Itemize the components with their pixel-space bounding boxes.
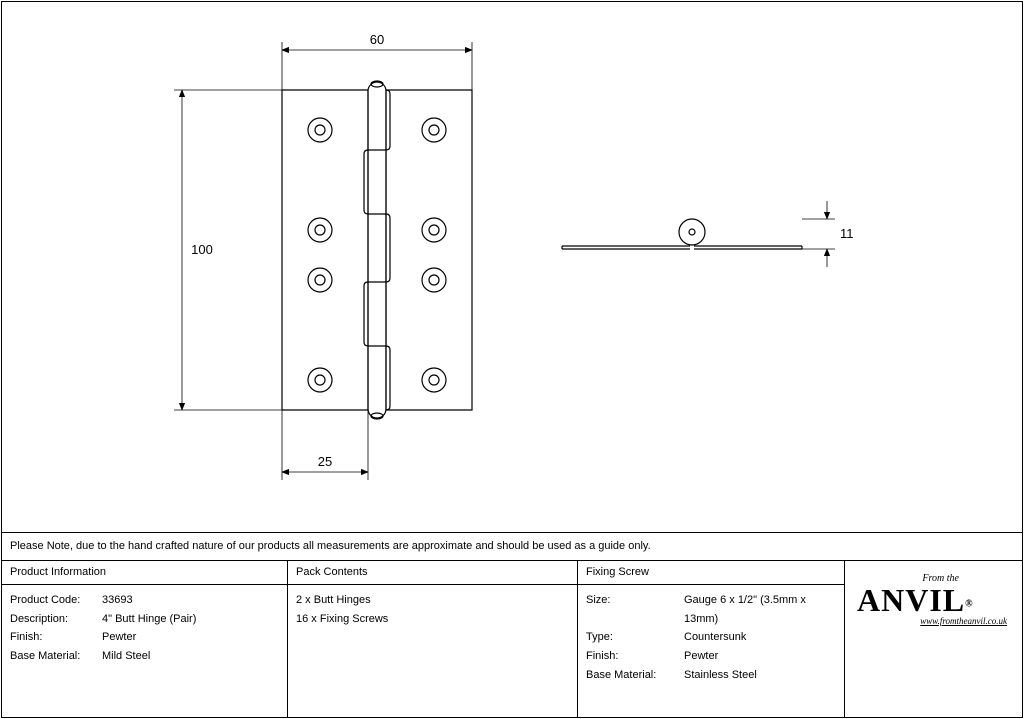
fs-value-1: Countersunk [684,628,746,647]
col-pack-contents: Pack Contents 2 x Butt Hinges 16 x Fixin… [288,561,578,718]
technical-drawing: 60 100 25 11 [2,2,1022,532]
col-product-info: Product Information Product Code:33693 D… [2,561,288,718]
pi-label-0: Product Code: [10,591,102,610]
pc-line-0: 2 x Butt Hinges [296,591,569,610]
pi-value-2: Pewter [102,628,136,647]
pi-label-3: Base Material: [10,647,102,666]
pack-contents-header: Pack Contents [288,561,577,585]
pc-line-1: 16 x Fixing Screws [296,610,569,629]
pi-value-1: 4" Butt Hinge (Pair) [102,610,196,629]
pi-value-0: 33693 [102,591,133,610]
col-logo: From the ANVIL® www.fromtheanvil.co.uk [845,561,1022,718]
fs-label-3: Base Material: [586,666,684,685]
dim-width: 60 [370,32,384,47]
page-frame: 60 100 25 11 Please Note, due to the han… [1,1,1023,718]
fixing-screw-header: Fixing Screw [578,561,844,585]
dim-height: 100 [191,242,213,257]
pi-label-1: Description: [10,610,102,629]
dim-knuckle: 11 [840,226,854,241]
fs-label-1: Type: [586,628,684,647]
dim-leaf: 25 [318,454,332,469]
fs-label-2: Finish: [586,647,684,666]
pi-label-2: Finish: [10,628,102,647]
logo-anvil: ANVIL [857,582,965,618]
col-fixing-screw: Fixing Screw Size:Gauge 6 x 1/2" (3.5mm … [578,561,845,718]
note-row: Please Note, due to the hand crafted nat… [2,532,1022,560]
fs-label-0: Size: [586,591,684,628]
fs-value-2: Pewter [684,647,718,666]
fs-value-0: Gauge 6 x 1/2" (3.5mm x 13mm) [684,591,836,628]
info-table: Product Information Product Code:33693 D… [2,560,1022,718]
fs-value-3: Stainless Steel [684,666,757,685]
pi-value-3: Mild Steel [102,647,150,666]
drawing-svg: 60 100 25 11 [2,2,1024,532]
note-text: Please Note, due to the hand crafted nat… [10,540,651,552]
brand-logo: From the ANVIL® www.fromtheanvil.co.uk [857,573,1007,626]
product-info-header: Product Information [2,561,287,585]
